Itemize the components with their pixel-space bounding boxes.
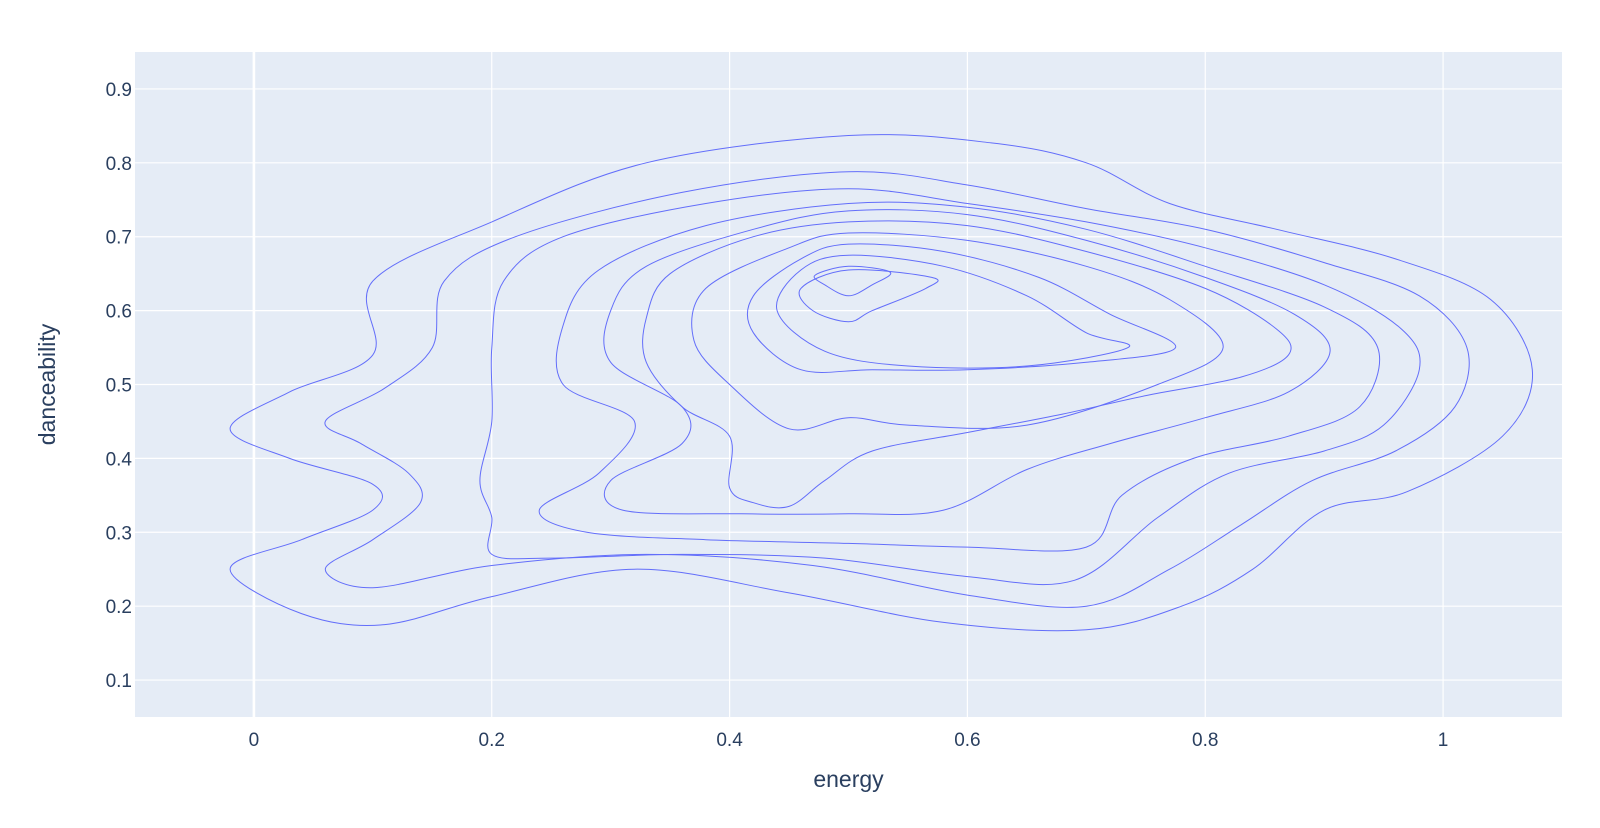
x-tick-label: 0 xyxy=(249,730,260,751)
contour-line-level-8 xyxy=(746,243,1177,373)
y-tick-label: 0.8 xyxy=(106,154,132,175)
y-tick-label: 0.9 xyxy=(106,80,132,101)
y-axis-tick-labels: 0.1 0.2 0.3 0.4 0.5 0.6 0.7 0.8 0.9 xyxy=(106,80,133,692)
x-axis-title: energy xyxy=(813,766,884,792)
y-tick-label: 0.1 xyxy=(106,671,132,692)
contour-line-level-3 xyxy=(479,188,1421,586)
contour-line-level-11 xyxy=(813,265,892,297)
contour-line-level-2 xyxy=(324,171,1470,608)
contour-line-level-6 xyxy=(642,220,1292,509)
contour-line-level-7 xyxy=(691,232,1224,431)
y-tick-label: 0.4 xyxy=(106,449,133,470)
contour-line-level-1 xyxy=(229,134,1533,632)
x-tick-label: 1 xyxy=(1438,730,1449,751)
y-tick-label: 0.2 xyxy=(106,597,132,618)
y-tick-label: 0.7 xyxy=(106,228,132,249)
x-tick-label: 0.2 xyxy=(479,730,505,751)
contour-line-level-5 xyxy=(603,209,1331,515)
contour-line-level-10 xyxy=(798,269,939,323)
density-contours xyxy=(229,134,1533,632)
y-tick-label: 0.3 xyxy=(106,523,132,544)
x-tick-label: 0.8 xyxy=(1192,730,1218,751)
x-tick-label: 0.6 xyxy=(954,730,980,751)
y-tick-label: 0.5 xyxy=(106,376,132,397)
x-tick-label: 0.4 xyxy=(716,730,743,751)
contour-line-level-9 xyxy=(776,254,1131,369)
contour-line-level-4 xyxy=(538,201,1381,552)
y-axis-title: danceability xyxy=(34,323,60,445)
y-tick-label: 0.6 xyxy=(106,302,132,323)
gridlines xyxy=(135,52,1562,717)
x-axis-tick-labels: 0 0.2 0.4 0.6 0.8 1 xyxy=(249,730,1449,751)
